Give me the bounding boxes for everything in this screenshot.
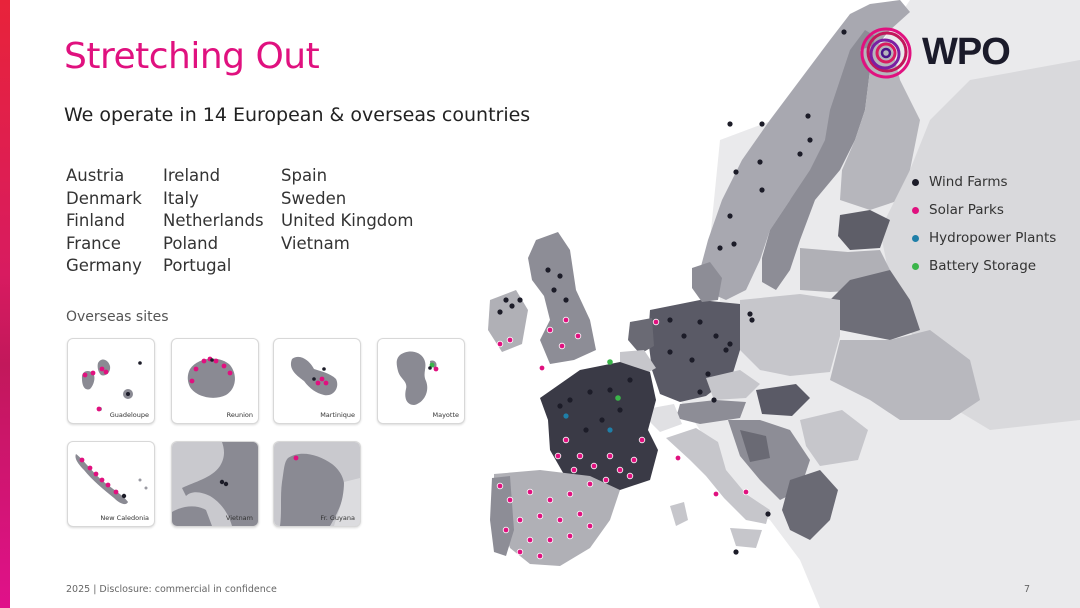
france-region [540,362,658,492]
page-title: Stretching Out [64,36,320,77]
vietnam-map [172,442,258,526]
site-card-vietnam: Vietnam [171,441,259,527]
country-name: Netherlands [163,211,264,231]
country-name: Ireland [163,166,221,185]
reunion-map [187,356,235,398]
logo-wordmark: WPO [922,31,1011,73]
wind-dot-icon [912,178,919,186]
legend-item-battery: Battery Storage [912,252,1056,280]
hydropower-markers [563,413,613,433]
country-name: Sweden [281,188,347,208]
legend-label: Battery Storage [929,258,1037,274]
mayotte-map [396,351,439,405]
country-name: France [66,233,121,253]
legend-item-wind: Wind Farms [912,168,1056,196]
sweden-region [762,30,875,290]
company-logo: WPO [858,25,1038,81]
country-list-col1: Austria Denmark Finland France Germany [66,165,142,278]
site-card-guadeloupe: Guadeloupe [67,338,155,424]
country-name: Italy [163,188,199,208]
site-label: Reunion [226,411,253,419]
martinique-map [290,356,338,396]
site-label: New Caledonia [100,514,149,522]
spain-region [494,470,620,566]
site-card-martinique: Martinique [273,338,361,424]
country-list-col2: Ireland Italy Netherlands Poland Portuga… [163,165,264,278]
site-label: Vietnam [225,514,253,522]
country-name: Austria [66,166,125,185]
country-name: Denmark [66,188,142,208]
map-legend: Wind Farms Solar Parks Hydropower Plants… [912,168,1056,280]
legend-label: Hydropower Plants [929,230,1057,246]
new-caledonia-map [75,454,148,505]
site-label: Martinique [320,411,355,419]
page-number: 7 [1023,584,1030,595]
site-card-reunion: Reunion [171,338,259,424]
europe-map [488,0,1080,608]
spiral-rings-logo-icon [860,27,912,79]
battery-storage-markers [607,359,621,401]
site-label: Guadeloupe [109,411,149,419]
site-card-fr-guyana: Fr. Guyana [273,441,361,527]
poland-region [740,294,840,376]
ireland-region [488,290,528,352]
site-label: Mayotte [432,411,459,419]
portugal-region [490,476,514,556]
country-name: Poland [163,233,219,253]
legend-item-hydro: Hydropower Plants [912,224,1056,252]
country-name: Vietnam [281,233,350,253]
site-label: Fr. Guyana [320,514,355,522]
accent-bar [0,0,10,608]
solar-park-markers [496,316,750,560]
site-card-mayotte: Mayotte [377,338,465,424]
legend-label: Wind Farms [929,174,1008,190]
legend-item-solar: Solar Parks [912,196,1056,224]
battery-dot-icon [912,262,919,270]
legend-label: Solar Parks [929,202,1004,218]
fr-guyana-map [274,442,360,526]
page-subtitle: We operate in 14 European & overseas cou… [64,104,531,126]
country-list-col3: Spain Sweden United Kingdom Vietnam [281,165,413,255]
guadeloupe-map [81,359,142,412]
country-name: United Kingdom [281,211,414,231]
footer-disclosure: 2025 | Disclosure: commercial in confide… [66,584,277,595]
austria-region [676,400,746,424]
site-card-new-caledonia: New Caledonia [67,441,155,527]
uk-region [528,232,596,364]
country-name: Germany [66,256,142,276]
italy-region [666,428,770,524]
country-name: Portugal [163,256,232,276]
hydro-dot-icon [912,234,919,242]
country-name: Spain [281,166,328,185]
solar-dot-icon [912,206,919,214]
country-name: Finland [66,211,125,231]
overseas-sites-heading: Overseas sites [66,309,169,325]
finland-region [840,40,920,210]
wind-farm-markers [497,29,847,555]
